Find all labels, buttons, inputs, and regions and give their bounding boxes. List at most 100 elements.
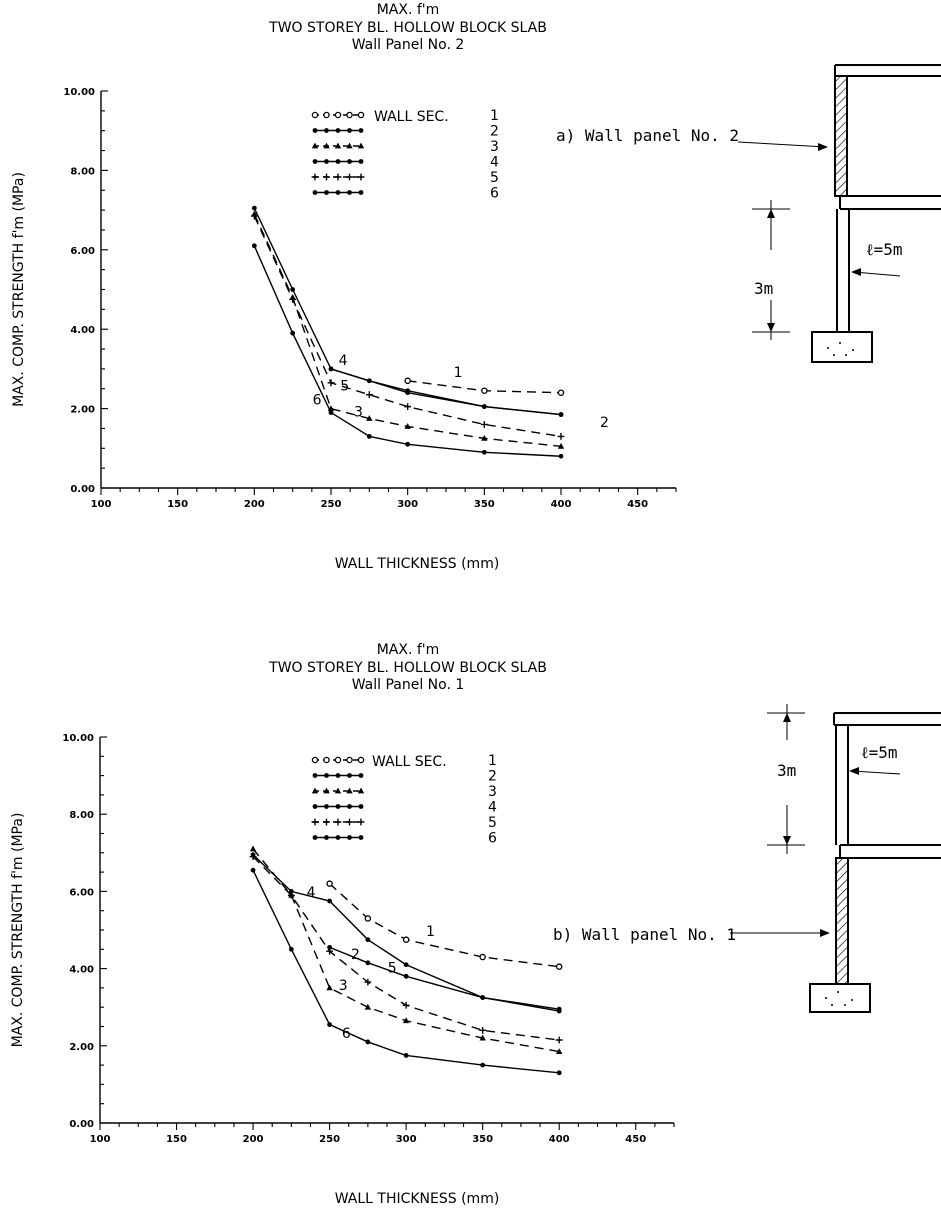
series-3-line <box>253 213 562 448</box>
legend-marker-5 <box>323 173 330 181</box>
series-6-point <box>250 867 256 873</box>
x-tick-label: 300 <box>396 1134 417 1145</box>
x-tick-label: 200 <box>244 499 265 510</box>
x-tick-label: 350 <box>474 499 495 510</box>
series-1-line <box>329 883 560 968</box>
legend-marker-6 <box>347 835 352 840</box>
series-2-point <box>327 944 332 950</box>
legend-marker-4 <box>358 159 364 164</box>
series-5-point <box>249 853 257 861</box>
legend-marker-4 <box>358 804 364 809</box>
legend-marker-4 <box>324 159 329 164</box>
series-5-line <box>252 856 560 1041</box>
series-5-point <box>364 978 372 986</box>
chart-title-line1: MAX. f'm <box>377 642 440 658</box>
series-5-point <box>479 1026 487 1034</box>
y-tick-label: 6.00 <box>69 887 94 898</box>
y-tick-label: 2.00 <box>69 1042 94 1053</box>
series-6-line <box>252 869 560 1074</box>
series-1-curve-label: 1 <box>426 924 435 940</box>
y-tick-label: 4.00 <box>70 325 95 336</box>
series-3-point <box>557 442 565 449</box>
series-4-curve-label: 4 <box>307 885 316 901</box>
plot-area-b: 100 150 200 250 300 350 400 450 0.00 2.00 4.00 6.00… <box>10 733 675 1207</box>
y-tick-label: 6.00 <box>70 246 95 257</box>
legend-marker-5 <box>357 818 365 826</box>
series-5-point <box>555 1036 563 1044</box>
series-3-point <box>479 1034 486 1041</box>
legend-marker-1 <box>311 111 319 119</box>
series-3-point <box>556 1048 563 1054</box>
legend-marker-3 <box>323 142 330 149</box>
series-3-point <box>366 415 373 421</box>
series-3-point <box>481 434 488 441</box>
legend-marker-2 <box>312 773 318 778</box>
legend-marker-3 <box>357 142 365 149</box>
series-1-point <box>402 936 410 943</box>
legend-heading: WALL SEC. <box>374 109 449 125</box>
x-tick-label: 400 <box>549 1134 570 1145</box>
legend-marker-5 <box>334 173 342 181</box>
series-1-point <box>555 963 563 970</box>
series-4-point <box>556 1008 562 1014</box>
series-4-point <box>558 412 564 417</box>
series-5-point <box>557 432 565 440</box>
legend-marker-5 <box>346 173 353 181</box>
legend-marker-3 <box>346 787 353 794</box>
chart-title-line2: TWO STOREY BL. HOLLOW BLOCK SLAB <box>268 20 547 36</box>
x-tick-label: 300 <box>397 499 418 510</box>
series-3-curve-label: 3 <box>354 405 363 421</box>
legend-entry-2: 2 <box>488 769 497 785</box>
legend-marker-4 <box>347 804 352 809</box>
chart-title-line2: TWO STOREY BL. HOLLOW BLOCK SLAB <box>268 660 547 676</box>
height-label-a: 3m <box>754 279 773 298</box>
legend-entry-3: 3 <box>490 139 499 155</box>
series-1-curve-label: 1 <box>454 365 463 381</box>
legend-marker-6 <box>335 190 341 195</box>
series-1-point <box>364 915 372 922</box>
side-label-a: 2 <box>600 415 609 431</box>
series-3-curve-label: 3 <box>339 978 348 994</box>
series-6-point <box>481 449 487 455</box>
y-tick-label: 10.00 <box>63 87 95 98</box>
series-4-point <box>480 995 486 1000</box>
series-6-point <box>290 330 296 336</box>
series-3-point <box>364 1003 372 1010</box>
series-6-point <box>405 441 411 447</box>
series-4-point <box>405 388 411 394</box>
legend-marker-1 <box>334 111 342 119</box>
series-4-line <box>252 854 560 1012</box>
series-5-point <box>327 379 335 387</box>
y-tick-label: 0.00 <box>69 1119 94 1130</box>
legend-entry-6: 6 <box>488 831 497 847</box>
x-axis-title: WALL THICKNESS (mm) <box>335 1191 500 1207</box>
legend-marker-4 <box>335 159 341 164</box>
x-tick-label: 400 <box>551 499 572 510</box>
series-5-point <box>287 891 295 899</box>
legend-marker-2 <box>324 773 329 778</box>
legend-marker-1 <box>357 756 365 764</box>
legend-marker-5 <box>334 818 342 826</box>
legend-marker-1 <box>334 756 342 764</box>
legend-marker-3 <box>357 787 365 794</box>
legend-marker-2 <box>347 773 352 778</box>
legend-marker-1 <box>357 111 365 119</box>
x-tick-label: 100 <box>91 499 112 510</box>
legend-marker-5 <box>346 818 353 826</box>
legend-entry-1: 1 <box>490 108 499 124</box>
series-6-curve-label: 6 <box>342 1026 351 1042</box>
legend-marker-1 <box>323 756 330 764</box>
y-tick-label: 4.00 <box>69 965 94 976</box>
series-4-curve-label: 4 <box>339 353 348 369</box>
series-6-point <box>480 1062 486 1068</box>
series-6-point <box>288 946 294 952</box>
legend-marker-2 <box>335 128 341 133</box>
plot-area-a: 100 150 200 250 300 350 400 450 0.00 2.00 4.00 6.00… <box>11 87 677 572</box>
wall-diagram-a <box>737 64 941 363</box>
series-5-curve-label: 5 <box>388 960 397 976</box>
series-5-point <box>250 212 258 220</box>
height-label-b: 3m <box>777 761 796 780</box>
legend-entry-4: 4 <box>488 800 497 816</box>
legend-marker-6 <box>335 835 341 840</box>
series-4-point <box>481 404 487 410</box>
